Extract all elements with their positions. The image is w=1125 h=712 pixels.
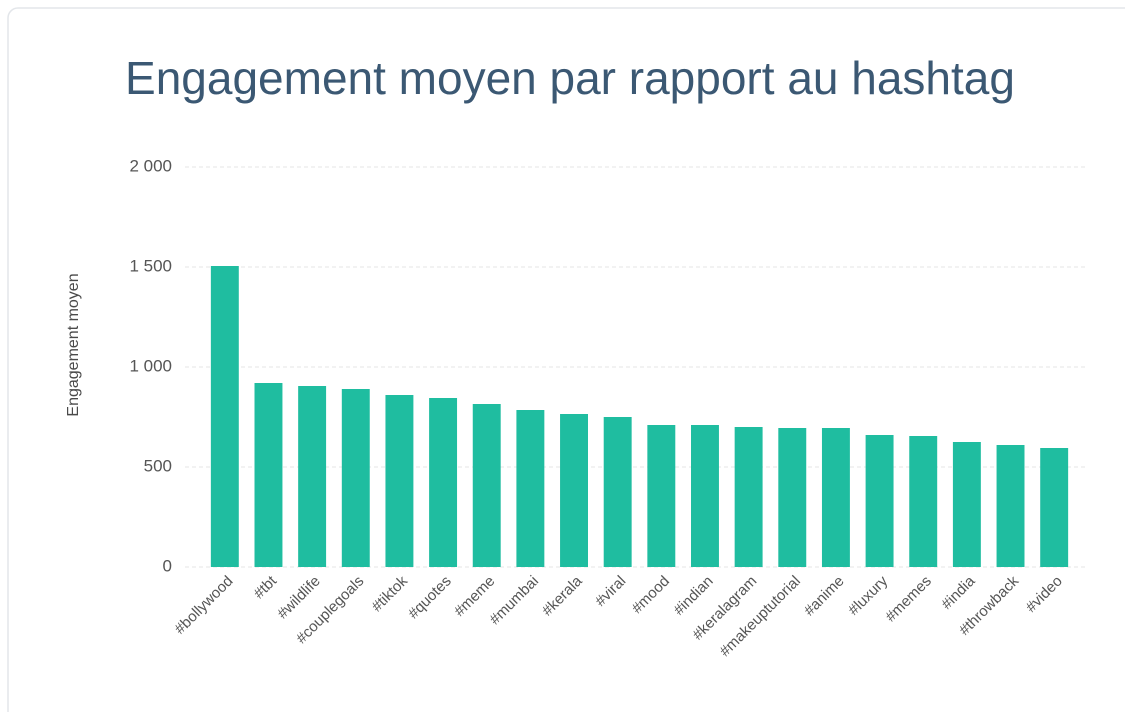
bar — [909, 436, 938, 567]
bar — [429, 398, 458, 567]
bar — [691, 425, 719, 567]
bar — [996, 445, 1025, 567]
y-tick-label: 1 000 — [129, 356, 172, 375]
bar — [603, 417, 632, 567]
y-tick-label: 1 500 — [129, 256, 172, 275]
bar — [865, 435, 894, 567]
bar — [341, 389, 370, 567]
y-axis-label: Engagement moyen — [65, 273, 82, 416]
y-tick-label: 2 000 — [129, 156, 172, 175]
bar — [647, 425, 676, 567]
bar — [952, 442, 981, 567]
bar — [210, 266, 239, 567]
bar — [560, 414, 588, 567]
bar — [472, 404, 501, 567]
y-tick-label: 500 — [144, 456, 172, 475]
bar — [516, 410, 545, 567]
bar — [1040, 448, 1069, 567]
bar — [734, 427, 763, 567]
bar — [385, 395, 414, 567]
bar — [821, 428, 850, 567]
bar — [254, 383, 283, 567]
chart-title: Engagement moyen par rapport au hashtag — [125, 52, 1015, 104]
y-tick-label: 0 — [163, 556, 172, 575]
card — [7, 7, 1125, 712]
bar — [298, 386, 327, 567]
bar — [778, 428, 807, 567]
